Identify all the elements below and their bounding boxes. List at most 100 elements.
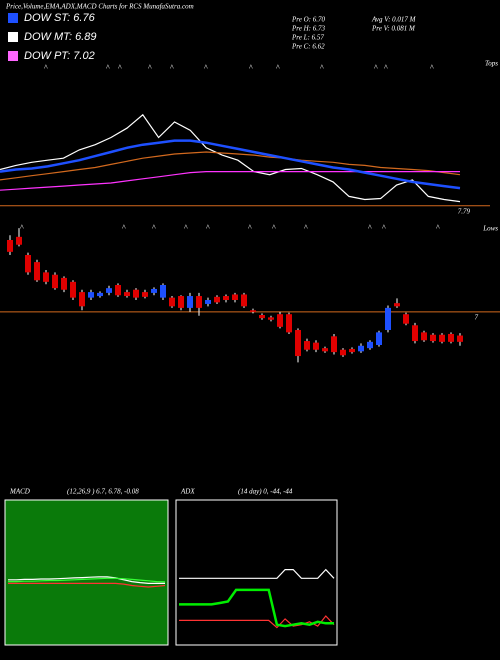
series-line (0, 151, 461, 181)
candle-body (178, 296, 184, 308)
chart-title: Price,Volume,EMA,ADX,MACD Charts for RCS… (5, 3, 194, 11)
svg-text:^: ^ (148, 63, 152, 72)
info-text: Pre H: 6.73 (291, 25, 325, 33)
svg-text:^: ^ (430, 63, 434, 72)
candle-body (61, 277, 67, 290)
series-line (179, 588, 334, 628)
series-line (0, 113, 461, 203)
candle-body (25, 255, 31, 273)
svg-text:^: ^ (170, 63, 174, 72)
candle-body (115, 285, 121, 296)
candle-body (430, 334, 436, 342)
candle-body (358, 345, 364, 352)
svg-text:^: ^ (249, 63, 253, 72)
panel (4, 499, 169, 646)
candle-body (331, 336, 337, 353)
candle-body (385, 307, 391, 330)
candle-body (34, 262, 40, 281)
svg-text:^: ^ (44, 63, 48, 72)
candle-body (79, 292, 85, 307)
candle-body (7, 240, 13, 252)
candle-body (142, 292, 148, 297)
svg-text:^: ^ (368, 223, 372, 232)
panel-subtitle: (12,26,9 ) 6.7, 6.78, -0.08 (67, 488, 139, 496)
legend-swatch (8, 13, 18, 23)
candle-body (277, 314, 283, 327)
legend-label: DOW PT: 7.02 (24, 50, 95, 62)
svg-text:^: ^ (374, 63, 378, 72)
annotation: Lows (482, 225, 498, 233)
candle-body (232, 294, 238, 300)
candle-body (439, 334, 445, 342)
candle-body (457, 335, 463, 342)
candle-body (133, 289, 139, 298)
candle-body (286, 314, 292, 333)
y-tick-label: 7.79 (458, 207, 471, 215)
annotation: Tops (485, 60, 498, 68)
candle-body (421, 332, 427, 341)
panel-title: ADX (180, 488, 195, 496)
svg-text:^: ^ (382, 223, 386, 232)
candle-body (16, 236, 22, 245)
svg-text:^: ^ (320, 63, 324, 72)
svg-text:^: ^ (20, 223, 24, 232)
y-tick-label: 7 (475, 313, 479, 321)
legend-swatch (8, 32, 18, 42)
svg-text:^: ^ (204, 63, 208, 72)
svg-text:^: ^ (122, 223, 126, 232)
candle-body (43, 272, 49, 282)
candle-body (313, 342, 319, 350)
info-text: Pre C: 6.62 (291, 43, 325, 51)
svg-text:^: ^ (118, 63, 122, 72)
series-line (0, 139, 461, 190)
candle-body (394, 303, 400, 307)
svg-text:^: ^ (206, 223, 210, 232)
legend-swatch (8, 51, 18, 61)
candle-body (196, 296, 202, 308)
candle-body (52, 274, 58, 289)
legend-label: DOW ST: 6.76 (24, 12, 96, 24)
candle-body (106, 288, 112, 293)
candle-body (295, 330, 301, 357)
series-line (8, 577, 166, 583)
candle-body (241, 294, 247, 307)
series-line (179, 615, 335, 629)
candle-body (259, 315, 265, 319)
svg-text:^: ^ (184, 223, 188, 232)
candle-body (349, 348, 355, 353)
candle-body (376, 332, 382, 345)
candle-body (340, 349, 346, 356)
candle-body (70, 281, 76, 298)
candle-body (124, 292, 130, 297)
series-line (179, 568, 335, 579)
candle-body (304, 341, 310, 350)
svg-text:^: ^ (272, 223, 276, 232)
candle-body (412, 325, 418, 342)
markers: ^ ^ ^ ^ ^ ^ ^ ^ ^ ^ ^ ^ ^ ^ ^ ^ ^ ^ ^ ^ ^ ^ ^ (20, 63, 440, 232)
svg-text:^: ^ (276, 63, 280, 72)
info-text: Pre L: 6.57 (291, 34, 324, 42)
svg-text:^: ^ (248, 223, 252, 232)
svg-text:^: ^ (436, 223, 440, 232)
panel-title: MACD (9, 488, 30, 496)
candle-body (151, 288, 157, 293)
candle-body (223, 296, 229, 300)
svg-text:^: ^ (106, 63, 110, 72)
candle-body (250, 310, 256, 312)
svg-text:^: ^ (304, 223, 308, 232)
candle-body (97, 292, 103, 297)
info-text: Pre O: 6.70 (291, 16, 325, 24)
candle-body (169, 297, 175, 307)
candle-body (205, 300, 211, 304)
candle-body (448, 333, 454, 342)
series-line (8, 582, 166, 588)
candle-body (214, 296, 220, 303)
svg-text:^: ^ (384, 63, 388, 72)
candle-body (268, 317, 274, 320)
candle-body (367, 341, 373, 349)
candle-body (322, 348, 328, 352)
info-text: Pre V: 0.081 M (371, 25, 416, 33)
legend-label: DOW MT: 6.89 (24, 31, 97, 43)
